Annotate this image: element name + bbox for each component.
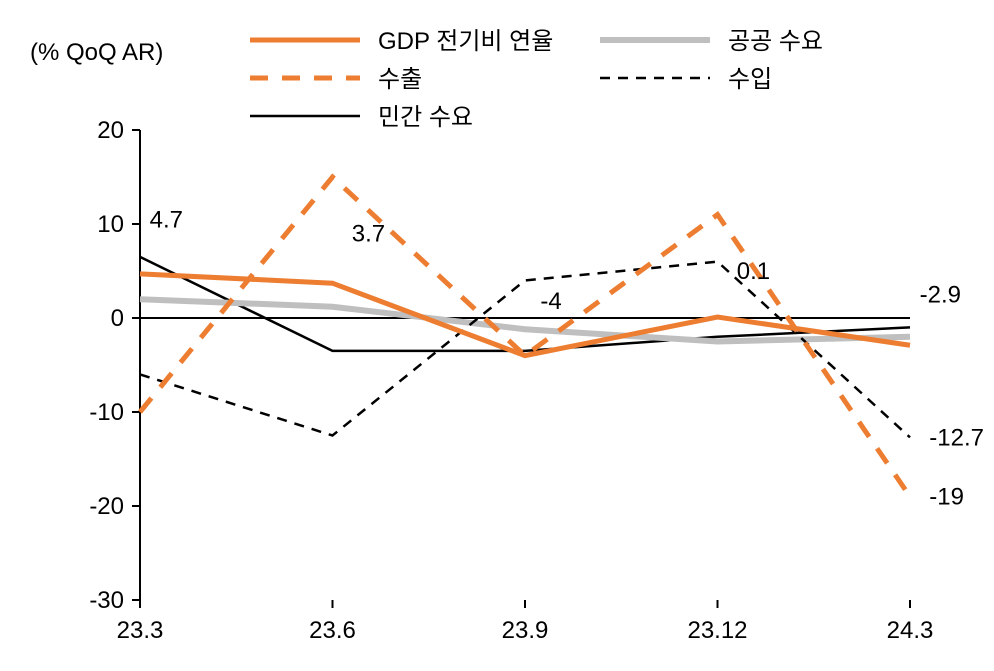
legend-label-public_demand: 공공 수요: [728, 28, 823, 55]
data-label: 3.7: [352, 220, 385, 247]
data-label: -12.7: [929, 424, 984, 451]
data-label: -19: [929, 484, 964, 511]
series-imports: [140, 262, 910, 438]
x-tick-label: 23.9: [502, 617, 549, 644]
legend-label-gdp: GDP 전기비 연율: [378, 28, 553, 55]
y-tick-label: -30: [89, 587, 124, 614]
x-tick-label: 23.6: [309, 617, 356, 644]
y-axis-title: (% QoQ AR): [30, 39, 163, 66]
data-label: 4.7: [150, 206, 183, 233]
series-public_demand: [140, 299, 910, 341]
y-tick-label: 20: [97, 117, 124, 144]
y-tick-label: -10: [89, 399, 124, 426]
legend-label-private_demand: 민간 수요: [378, 104, 473, 131]
y-tick-label: 10: [97, 211, 124, 238]
y-tick-label: 0: [111, 305, 124, 332]
x-tick-label: 23.12: [687, 617, 747, 644]
x-tick-label: 24.3: [887, 617, 934, 644]
data-label: -2.9: [920, 282, 961, 309]
chart-svg: (% QoQ AR) 20 10 0 -10 -20 -30 23.3 23.6 23.9 23.1…: [0, 0, 994, 671]
legend-label-imports: 수입: [728, 66, 772, 93]
y-tick-label: -20: [89, 493, 124, 520]
legend-label-exports: 수출: [378, 66, 422, 93]
data-label: 0.1: [737, 258, 770, 285]
line-chart: (% QoQ AR) 20 10 0 -10 -20 -30 23.3 23.6 23.9 23.1…: [0, 0, 994, 671]
data-label: -4: [540, 288, 561, 315]
x-tick-label: 23.3: [117, 617, 164, 644]
series-gdp: [140, 274, 910, 356]
